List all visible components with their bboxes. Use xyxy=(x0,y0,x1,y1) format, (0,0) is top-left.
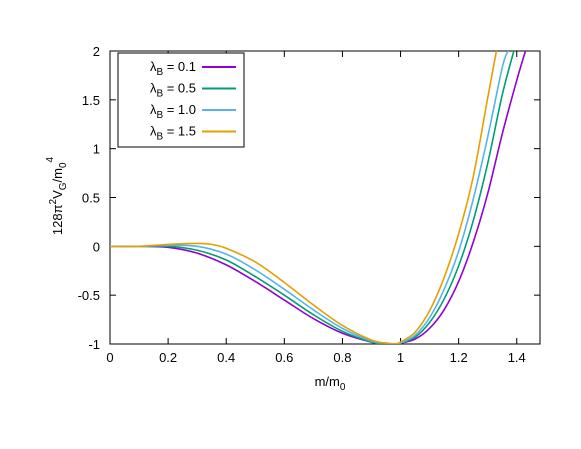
y-tick-label: 2 xyxy=(93,44,100,59)
legend-label-symbol: λ xyxy=(150,102,157,117)
legend-label-value: = 0.1 xyxy=(163,59,196,74)
legend-label-sub: B xyxy=(156,89,163,100)
series-line-4 xyxy=(110,51,498,344)
y-axis-label-sup1: 2 xyxy=(48,198,59,204)
legend-label-value: = 1.5 xyxy=(163,124,196,139)
y-axis-label-p2: V xyxy=(50,190,65,199)
legend-label-3: λB = 1.0 xyxy=(150,102,196,121)
x-tick-label: 0.6 xyxy=(275,350,293,365)
x-tick-label: 0 xyxy=(106,350,113,365)
y-tick-label: -0.5 xyxy=(78,288,100,303)
series-layer xyxy=(110,51,527,344)
y-axis-label-p1: 128π xyxy=(50,204,65,235)
legend-label-symbol: λ xyxy=(150,124,157,139)
y-tick-label: 0 xyxy=(93,239,100,254)
series-line-1 xyxy=(110,51,527,344)
x-tick-label: 1 xyxy=(397,350,404,365)
y-axis-label-sup2: 4 xyxy=(45,156,56,162)
legend-label-value: = 0.5 xyxy=(163,81,196,96)
x-tick-label: 1.2 xyxy=(450,350,468,365)
y-tick-label: -1 xyxy=(88,337,100,352)
x-axis-label: m/m0 xyxy=(315,374,346,393)
y-tick-label: 1.5 xyxy=(82,93,100,108)
x-axis-label-sub: 0 xyxy=(340,382,346,393)
legend: λB = 0.1λB = 0.5λB = 1.0λB = 1.5 xyxy=(117,52,245,148)
legend-label-2: λB = 0.5 xyxy=(150,81,196,100)
legend-label-sub: B xyxy=(156,132,163,143)
legend-label-symbol: λ xyxy=(150,59,157,74)
x-tick-label: 0.2 xyxy=(159,350,177,365)
legend-label-symbol: λ xyxy=(150,81,157,96)
x-tick-label: 1.4 xyxy=(508,350,526,365)
x-tick-label: 0.4 xyxy=(217,350,235,365)
legend-label-sub: B xyxy=(156,110,163,121)
x-tick-label: 0.8 xyxy=(333,350,351,365)
legend-label-1: λB = 0.1 xyxy=(150,59,196,78)
axes: 0 0.2 0.4 0.6 0.8 1 1.2 1.4 -1 -0.5 0 0.5 1 1.5 2 xyxy=(78,44,541,365)
y-axis-label-p3: /m xyxy=(50,168,65,182)
legend-label-sub: B xyxy=(156,67,163,78)
x-axis-label-base: m/m xyxy=(315,374,340,389)
y-axis-label: 128π2VG/m04 xyxy=(45,156,69,235)
y-tick-label: 0.5 xyxy=(82,191,100,206)
series-line-2 xyxy=(110,51,515,344)
legend-label-4: λB = 1.5 xyxy=(150,124,196,143)
y-tick-label: 1 xyxy=(93,142,100,157)
y-axis-label-sub1: G xyxy=(58,182,69,190)
legend-label-value: = 1.0 xyxy=(163,102,196,117)
y-axis-label-sub2: 0 xyxy=(58,162,69,168)
